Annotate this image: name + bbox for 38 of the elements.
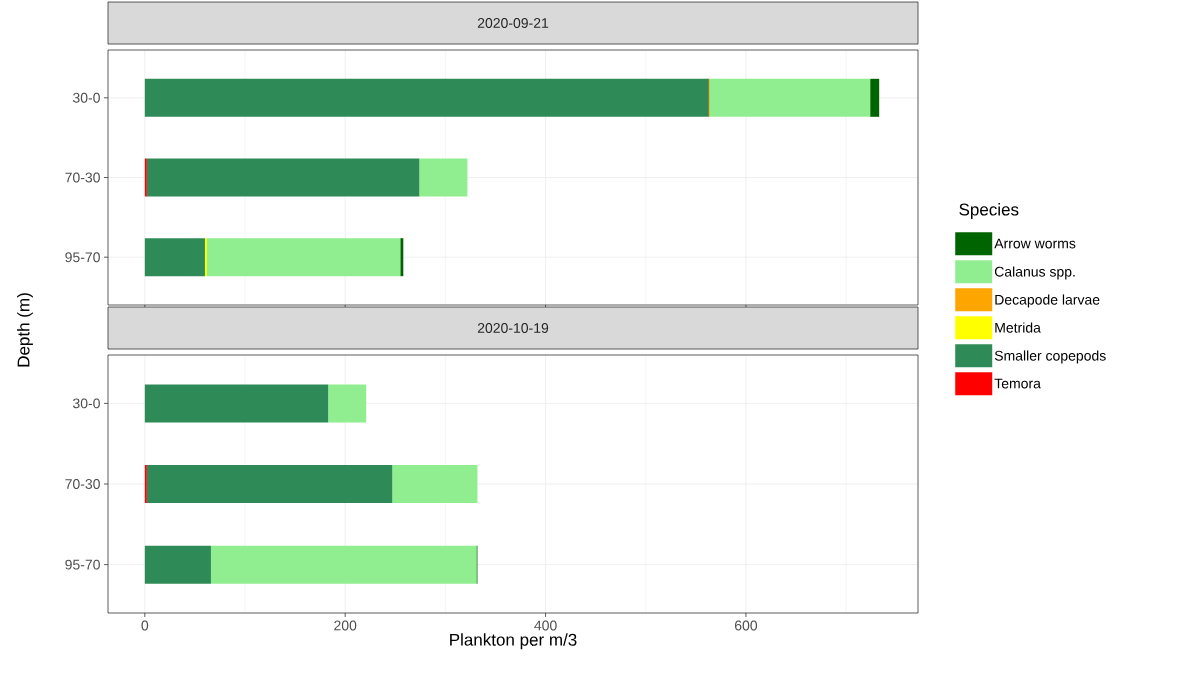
x-tick-label: 400 — [534, 620, 557, 631]
legend-label: Metrida — [995, 322, 1041, 333]
legend-title: Species — [959, 203, 1019, 219]
bar — [419, 158, 468, 197]
bar — [144, 545, 211, 584]
bar — [210, 545, 477, 584]
bar — [144, 78, 709, 117]
bar — [144, 384, 329, 423]
chart-title: 2020-10-19 — [477, 323, 549, 333]
legend-label: Decapode larvae — [995, 294, 1100, 308]
x-tick-label: 200 — [334, 620, 357, 631]
x-axis-title: Plankton per m/3 — [450, 633, 577, 650]
bar — [328, 384, 367, 423]
y-tick-label: 95-70 — [65, 252, 100, 263]
bar — [204, 238, 207, 277]
y-tick-label: 70-30 — [65, 172, 100, 183]
bar — [146, 158, 420, 197]
bar — [870, 78, 880, 117]
y-tick-label: 70-30 — [65, 479, 100, 489]
x-tick-label: 600 — [734, 620, 758, 631]
legend-label: Arrow worms — [994, 238, 1076, 249]
bar — [144, 158, 147, 197]
bar — [392, 465, 478, 503]
bar — [146, 465, 393, 503]
x-tick-label: 0 — [141, 620, 149, 631]
chart-title: 2020-09-21 — [477, 18, 549, 28]
y-axis-title: Depth (m) — [17, 293, 33, 367]
legend-label: Temora — [994, 378, 1041, 389]
legend-label: Calanus spp. — [994, 266, 1075, 280]
bar — [400, 238, 404, 277]
y-tick-label: 30-0 — [72, 398, 100, 409]
bar — [144, 465, 147, 503]
legend-label: Smaller copepods — [994, 350, 1106, 364]
bar — [144, 238, 205, 277]
bar — [709, 78, 871, 117]
bar — [206, 238, 401, 277]
y-tick-label: 30-0 — [72, 92, 100, 103]
y-tick-label: 95-70 — [65, 559, 100, 570]
